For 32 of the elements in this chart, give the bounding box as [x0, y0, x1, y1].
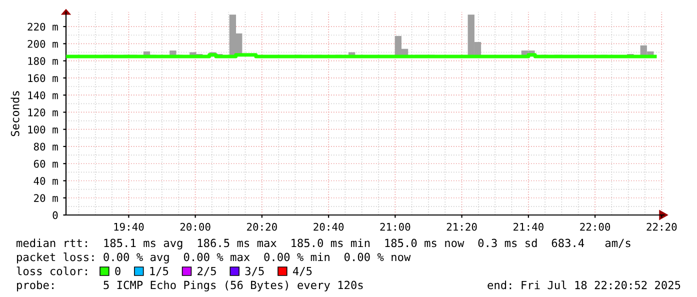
- y-tick-label: 220 m: [28, 22, 58, 31]
- y-tick-label: 140 m: [28, 91, 58, 100]
- y-tick-label: 200 m: [28, 40, 58, 48]
- legend-title: loss color:: [16, 266, 87, 276]
- y-tick-label: 160 m: [28, 74, 58, 82]
- y-tick-label: 100 m: [28, 126, 58, 134]
- x-tick-label: 19:40: [114, 222, 144, 231]
- x-tick-label: 21:00: [380, 222, 410, 231]
- text: median rtt: 185.1 ms avg 186.5 ms max 185.0 ms min 185.0 ms now 0.3 ms sd 683.4 am/s: [16, 238, 630, 250]
- y-axis-title: Seconds: [10, 91, 20, 136]
- legend-label: 4/5: [293, 266, 312, 276]
- y-tick-label: 60 m: [34, 160, 58, 168]
- x-tick-label: 22:20: [646, 222, 677, 231]
- x-tick-label: 21:40: [514, 222, 544, 231]
- y-tick-label: 80 m: [34, 142, 58, 151]
- text: probe: 5 ICMP Echo Pings (56 Bytes) every 120s: [17, 280, 363, 292]
- x-tick-label: 22:00: [580, 222, 610, 231]
- y-tick-label: 120 m: [28, 108, 58, 116]
- text: packet loss: 0.00 % avg 0.00 % max 0.00 % min 0.00 % now: [17, 252, 411, 264]
- x-tick-label: 20:00: [180, 222, 210, 231]
- legend-label: 2/5: [198, 266, 216, 276]
- y-tick-label: 40 m: [34, 176, 58, 185]
- legend-label: 3/5: [245, 266, 264, 276]
- x-tick-label: 21:20: [446, 222, 477, 231]
- text: end: Fri Jul 18 22:20:52 2025: [488, 280, 680, 290]
- legend-label: 1/5: [150, 266, 168, 276]
- y-tick-label: 180 m: [28, 57, 58, 65]
- y-tick-label: 20 m: [34, 194, 58, 202]
- x-tick-label: 20:20: [247, 222, 277, 231]
- legend-label: 0: [115, 266, 120, 276]
- y-tick-label: 0: [52, 211, 58, 220]
- x-tick-label: 20:40: [314, 222, 344, 231]
